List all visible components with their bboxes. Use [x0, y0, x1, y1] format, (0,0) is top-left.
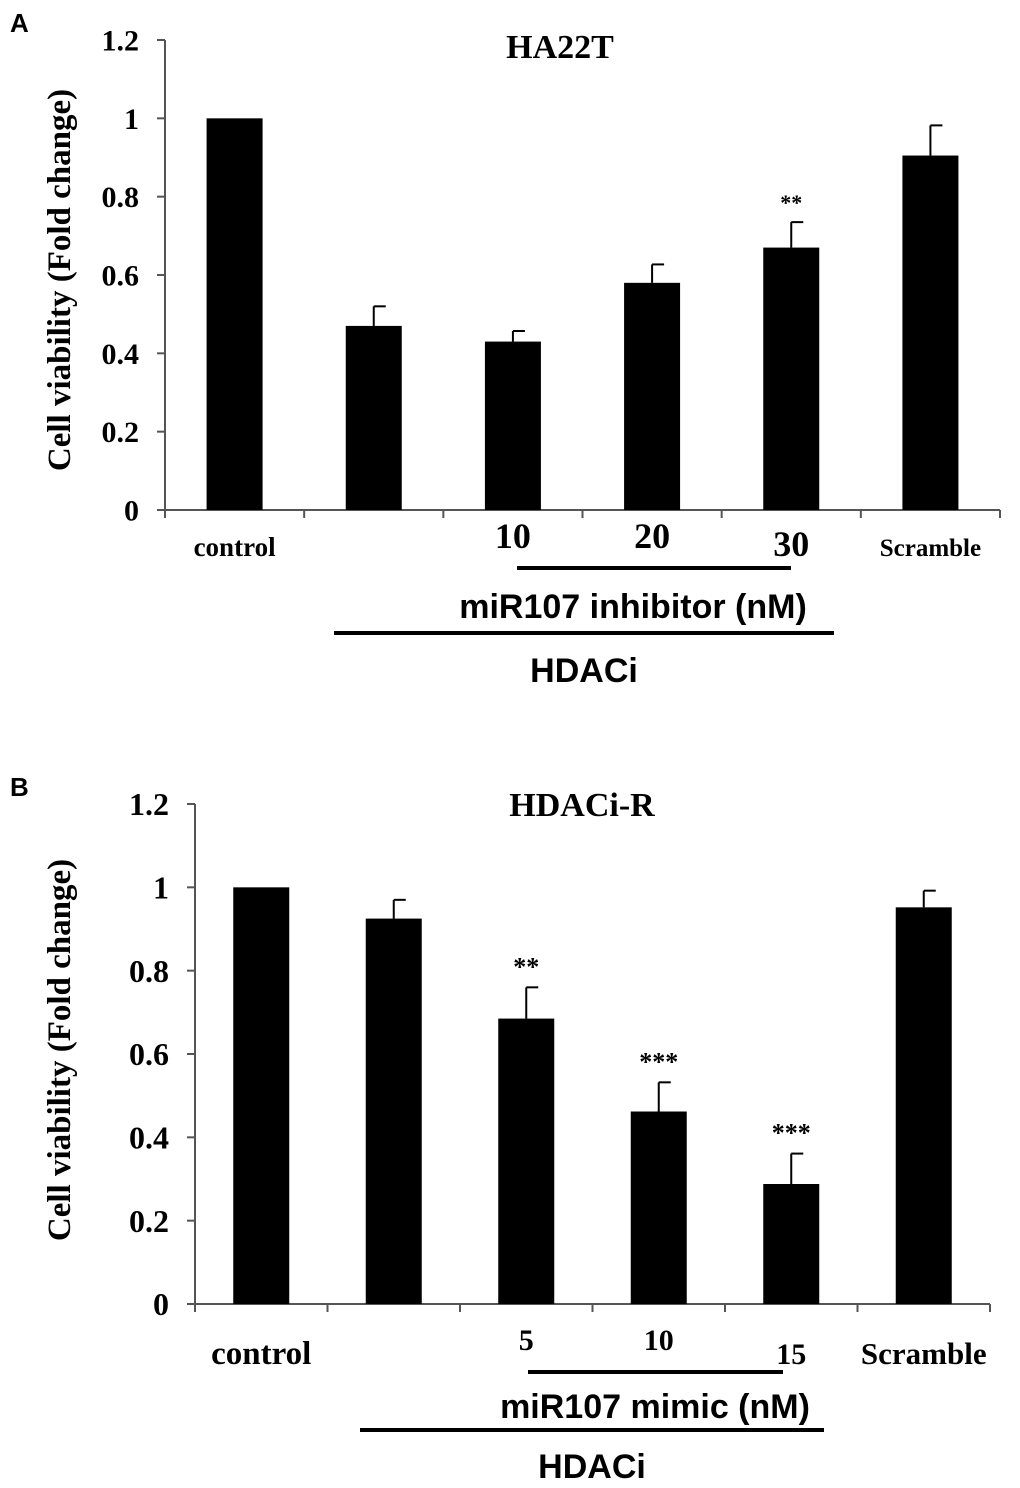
bar — [763, 1184, 820, 1304]
y-tick-label: 0.2 — [129, 1203, 169, 1239]
bar — [624, 282, 681, 510]
axes-a: 0 0.2 0.4 0.6 0.8 1 1.2 — [102, 25, 1001, 528]
bar — [902, 155, 959, 510]
y-tick-label: 1 — [124, 103, 139, 136]
y-tick-label: 0.8 — [102, 181, 140, 214]
panel-b: B HDACi-R Cell viability (Fold change) 0… — [10, 772, 991, 1486]
panel-label-a: A — [10, 8, 29, 38]
y-axis-label-b: Cell viability (Fold change) — [42, 859, 78, 1241]
category-label: 10 — [495, 516, 531, 556]
y-tick-label: 1.2 — [129, 786, 169, 822]
category-label: 20 — [634, 516, 670, 556]
hdaci-bracket-label-a: HDACi — [530, 652, 638, 690]
bar — [206, 118, 263, 510]
y-tick-label: 0 — [153, 1286, 169, 1322]
category-label: 15 — [776, 1338, 806, 1371]
bar — [345, 325, 402, 510]
bar — [630, 1111, 687, 1304]
y-tick-label: 0.6 — [102, 260, 140, 293]
bar — [895, 907, 952, 1304]
y-tick-label: 0.2 — [102, 416, 140, 449]
chart-title-b: HDACi-R — [509, 787, 655, 824]
bar — [484, 341, 541, 510]
bars-b: control ** 5 *** 10 *** 15 Scramble — [211, 887, 987, 1372]
bar — [365, 918, 422, 1304]
significance-label: *** — [639, 1047, 678, 1076]
y-tick-label: 0.6 — [129, 1036, 169, 1072]
category-label: 10 — [644, 1324, 674, 1357]
category-label: Scramble — [880, 535, 981, 562]
y-tick-label: 0.8 — [129, 953, 169, 989]
panel-a: A HA22T Cell viability (Fold change) 0 0.… — [10, 8, 1001, 690]
bars-a: control 10 20 ** 30 Scramble — [194, 118, 981, 564]
y-tick-label: 1 — [153, 870, 169, 906]
y-tick-label: 0 — [124, 495, 139, 528]
inhibitor-bracket-label: miR107 inhibitor (nM) — [459, 588, 807, 626]
mimic-bracket-label: miR107 mimic (nM) — [500, 1388, 810, 1426]
y-axis-label-a: Cell viability (Fold change) — [42, 89, 78, 471]
y-tick-label: 0.4 — [129, 1120, 169, 1156]
panel-label-b: B — [10, 772, 29, 802]
significance-label: ** — [513, 952, 539, 981]
bar — [498, 1018, 555, 1304]
hdaci-bracket-label-b: HDACi — [538, 1448, 646, 1486]
significance-label: *** — [772, 1119, 811, 1148]
category-label: 30 — [773, 524, 809, 564]
chart-title-a: HA22T — [506, 29, 614, 66]
category-label: 5 — [519, 1324, 534, 1357]
category-label: Scramble — [861, 1336, 987, 1371]
y-tick-label: 0.4 — [102, 338, 140, 371]
bar — [233, 887, 290, 1304]
bar — [763, 247, 820, 511]
category-label: control — [194, 532, 276, 562]
significance-label: ** — [780, 190, 802, 215]
axes-b: 0 0.2 0.4 0.6 0.8 1 1.2 — [129, 786, 991, 1322]
category-label: control — [211, 1336, 311, 1372]
y-tick-label: 1.2 — [102, 25, 140, 58]
